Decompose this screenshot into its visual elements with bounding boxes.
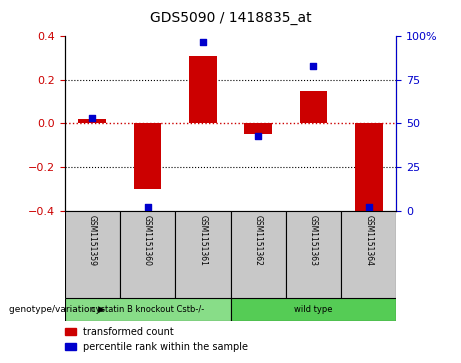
Bar	[244, 123, 272, 134]
Text: genotype/variation ▶: genotype/variation ▶	[9, 305, 105, 314]
Bar	[78, 119, 106, 123]
Text: transformed count: transformed count	[83, 327, 173, 337]
Point	[310, 63, 317, 69]
Bar	[341, 211, 396, 298]
Text: GSM1151364: GSM1151364	[364, 215, 373, 266]
Bar	[65, 298, 230, 321]
Text: GDS5090 / 1418835_at: GDS5090 / 1418835_at	[150, 11, 311, 25]
Bar	[230, 298, 396, 321]
Bar	[189, 56, 217, 123]
Point	[199, 38, 207, 44]
Text: GSM1151363: GSM1151363	[309, 215, 318, 266]
Bar	[175, 211, 230, 298]
Bar	[230, 211, 286, 298]
Text: GSM1151359: GSM1151359	[88, 215, 97, 266]
Text: percentile rank within the sample: percentile rank within the sample	[83, 342, 248, 352]
Bar	[134, 123, 161, 189]
Point	[365, 204, 372, 210]
Bar	[65, 343, 76, 350]
Bar	[120, 211, 175, 298]
Text: GSM1151361: GSM1151361	[198, 215, 207, 266]
Bar	[65, 328, 76, 335]
Text: cystatin B knockout Cstb-/-: cystatin B knockout Cstb-/-	[91, 305, 204, 314]
Text: wild type: wild type	[294, 305, 333, 314]
Bar	[300, 91, 327, 123]
Text: GSM1151360: GSM1151360	[143, 215, 152, 266]
Bar	[286, 211, 341, 298]
Text: GSM1151362: GSM1151362	[254, 215, 263, 266]
Point	[144, 204, 151, 210]
Bar	[65, 211, 120, 298]
Point	[254, 133, 262, 139]
Point	[89, 115, 96, 121]
Bar	[355, 123, 383, 215]
